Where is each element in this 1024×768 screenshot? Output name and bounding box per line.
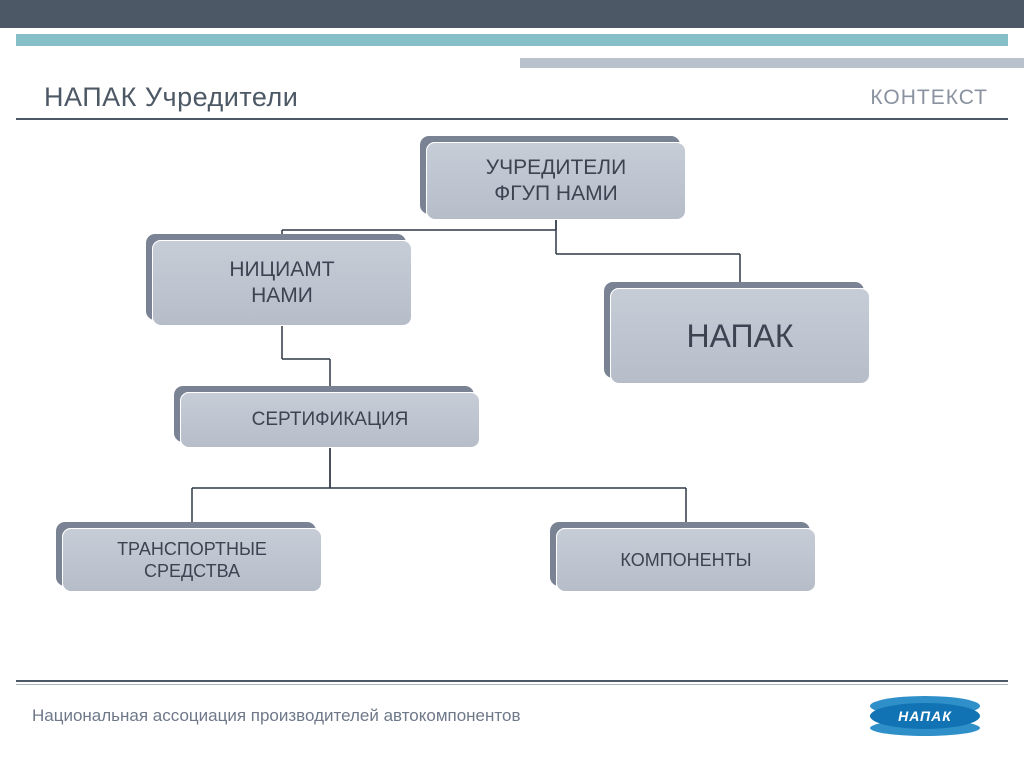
header-bar-grey	[520, 58, 1024, 68]
header-bar-dark	[0, 0, 1024, 28]
title-divider	[16, 118, 1008, 120]
node-founders: УЧРЕДИТЕЛИФГУП НАМИ	[426, 142, 686, 220]
node-certification: СЕРТИФИКАЦИЯ	[180, 392, 480, 448]
logo-napak: НАПАК	[870, 694, 980, 738]
footer-divider-thin	[16, 684, 1008, 685]
footer-text: Национальная ассоциация производителей а…	[32, 706, 520, 726]
node-text: СРЕДСТВА	[117, 560, 267, 583]
node-text: УЧРЕДИТЕЛИ	[486, 156, 626, 179]
node-components: КОМПОНЕНТЫ	[556, 528, 816, 592]
node-text: НАПАК	[686, 318, 793, 354]
node-text: ФГУП НАМИ	[486, 181, 626, 207]
node-text: СЕРТИФИКАЦИЯ	[252, 409, 409, 430]
page-title: НАПАК Учредители	[44, 82, 298, 113]
node-napak: НАПАК	[610, 288, 870, 384]
node-nitsiamt: НИЦИАМТНАМИ	[152, 240, 412, 326]
footer-divider	[16, 680, 1008, 682]
page-subtitle: КОНТЕКСТ	[870, 86, 988, 110]
node-text: ТРАНСПОРТНЫЕ	[117, 539, 267, 559]
node-vehicles: ТРАНСПОРТНЫЕСРЕДСТВА	[62, 528, 322, 592]
node-text: КОМПОНЕНТЫ	[620, 550, 751, 570]
logo-label: НАПАК	[898, 708, 952, 724]
node-text: НАМИ	[229, 283, 334, 309]
header-bar-teal	[16, 34, 1008, 46]
node-text: НИЦИАМТ	[229, 258, 334, 281]
org-chart: УЧРЕДИТЕЛИФГУП НАМИ НИЦИАМТНАМИ НАПАК СЕ…	[0, 130, 1024, 670]
